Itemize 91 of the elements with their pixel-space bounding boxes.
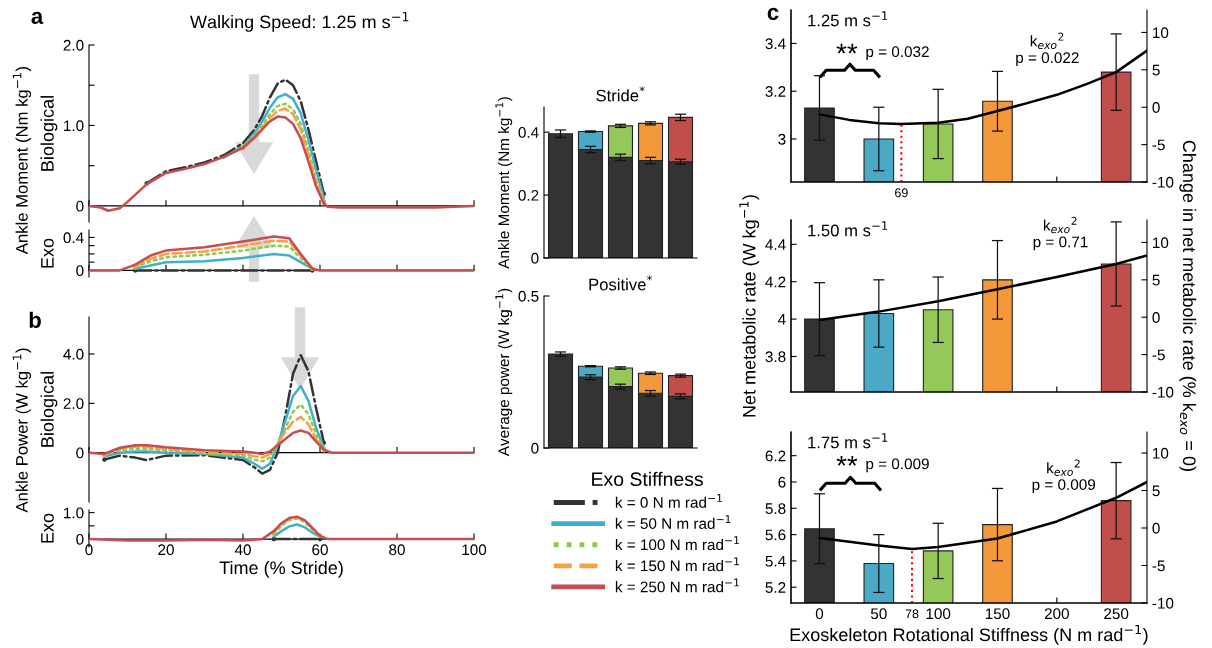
x-tick-label: 40 xyxy=(234,544,251,556)
y-tick-label: 0.4 xyxy=(63,232,84,244)
x-tick-label: 100 xyxy=(462,544,487,556)
y-tick-label: 5.2 xyxy=(765,582,786,593)
y-tick-label: 3.2 xyxy=(765,86,786,97)
y-axis-title: Exo xyxy=(41,238,54,268)
legend-title: Exo Stiffness xyxy=(592,471,703,487)
legend-label: k = 250 N m rad$^{−1}$ xyxy=(615,578,739,593)
y2-tick-label: 5 xyxy=(1152,274,1160,286)
y-tick-label: 3 xyxy=(778,133,786,145)
y2-tick-label: 10 xyxy=(1153,237,1169,249)
annotation: 1.25 m s$^{−1}$ xyxy=(808,11,888,27)
y2-tick-label: -10 xyxy=(1152,386,1174,398)
chart-title: Stride$^{*}$ xyxy=(596,86,645,102)
ref-line-label: 69 xyxy=(895,188,908,198)
y2-tick-label: -5 xyxy=(1152,139,1165,151)
y-tick-label: 3.4 xyxy=(765,38,786,50)
y-tick-label: 5.6 xyxy=(765,529,786,541)
y-tick-label: 0.4 xyxy=(518,127,539,138)
annotation: k$_{exo}$$^{2}$ p = 0.022 xyxy=(1016,32,1079,67)
y-tick-label: 0 xyxy=(76,200,84,212)
legend-label: k = 100 N m rad$^{−1}$ xyxy=(615,536,739,551)
ref-line-label: 78 xyxy=(905,609,919,619)
y-tick-label: 0.5 xyxy=(518,290,539,302)
text: Ankle Moment (Nm kg$^{−1}$) xyxy=(12,66,32,255)
y-tick-label: 4.4 xyxy=(765,239,786,250)
text: c xyxy=(767,7,779,20)
y-tick-label: 0 xyxy=(76,533,84,545)
x-axis-title: Time (% Stride) xyxy=(219,560,343,578)
y2-tick-label: 0 xyxy=(1152,312,1160,323)
y2-tick-label: 10 xyxy=(1153,447,1169,459)
y-tick-label: 0 xyxy=(76,265,84,277)
y-axis-title: Exo xyxy=(41,513,54,543)
annotation: p = 0.032 xyxy=(866,46,929,61)
annotation: k$_{exo}$$^{2}$ p = 0.71 xyxy=(1033,216,1088,251)
x-tick-label: 60 xyxy=(312,544,328,556)
text: b xyxy=(29,311,41,328)
legend-label: k = 0 N m rad$^{−1}$ xyxy=(615,494,722,508)
y-tick-label: 4.2 xyxy=(765,276,786,288)
x-tick-label: 150 xyxy=(985,608,1010,620)
legend-label: k = 150 N m rad$^{−1}$ xyxy=(615,557,739,572)
y-axis-title: Average power (W kg$^{−1}$) xyxy=(495,288,513,457)
x-tick-label: 20 xyxy=(158,544,174,556)
annotation: ** xyxy=(836,455,858,466)
annotation: ** xyxy=(836,43,858,54)
x-tick-label: 250 xyxy=(1104,608,1129,620)
x-tick-label: 200 xyxy=(1044,608,1069,620)
y-tick-label: 0 xyxy=(531,442,539,454)
y2-tick-label: 5 xyxy=(1152,64,1160,76)
annotation: 1.75 m s$^{−1}$ xyxy=(808,433,888,449)
y2-tick-label: -10 xyxy=(1152,176,1174,188)
y2-tick-label: 10 xyxy=(1153,27,1169,39)
y-tick-label: 5.4 xyxy=(765,555,786,567)
y-tick-label: 6.2 xyxy=(765,450,786,462)
x-tick-label: 0 xyxy=(815,608,824,620)
annotation: p = 0.009 xyxy=(866,458,929,473)
x-tick-label: 80 xyxy=(389,544,405,556)
y2-tick-label: -5 xyxy=(1152,349,1165,361)
y-tick-label: 0.2 xyxy=(518,189,539,201)
y-tick-label: 1.0 xyxy=(64,507,84,519)
text: Ankle Power (W kg$^{−1}$) xyxy=(12,348,32,513)
y-axis-title: Net metabolic rate (W kg$^{−1}$) xyxy=(739,195,760,417)
annotation: k$_{exo}$$^{2}$ p = 0.009 xyxy=(1032,459,1096,494)
y2-tick-label: 5 xyxy=(1152,485,1160,497)
text: a xyxy=(31,11,44,24)
y-axis-title: Biological xyxy=(40,96,58,171)
y2-tick-label: -5 xyxy=(1152,560,1165,572)
y-tick-label: 0 xyxy=(76,447,84,459)
y-tick-label: 5.8 xyxy=(765,503,786,514)
y-tick-label: 4.0 xyxy=(63,348,84,360)
y-axis-title: Biological xyxy=(40,372,58,447)
y-tick-label: 0 xyxy=(531,252,539,264)
y-tick-label: 6 xyxy=(778,476,786,488)
annotation: 1.50 m s$^{−1}$ xyxy=(808,221,888,237)
x-tick-label: 50 xyxy=(870,608,887,620)
y2-axis-title: Change in net metabolic rate (% k$_{exo}$ = 0) xyxy=(1179,140,1197,471)
y2-tick-label: 0 xyxy=(1152,522,1160,534)
y-axis-title: Ankle Moment (Nm kg$^{−1}$) xyxy=(495,97,513,269)
chart-title: Positive$^{*}$ xyxy=(589,275,653,291)
y-tick-label: 2.0 xyxy=(63,398,84,410)
x-tick-label: 100 xyxy=(926,608,951,620)
y2-tick-label: -10 xyxy=(1152,597,1174,609)
y-tick-label: 4 xyxy=(777,314,786,325)
legend-label: k = 50 N m rad$^{−1}$ xyxy=(615,515,731,529)
chart-title: Walking Speed: 1.25 m s$^{−1}$ xyxy=(190,11,409,32)
x-tick-label: 0 xyxy=(85,544,93,556)
y-tick-label: 1.0 xyxy=(64,120,84,132)
x-axis-title: Exoskeleton Rotational Stiffness (N m rad$^{−1}$) xyxy=(790,624,1148,645)
y-tick-label: 2.0 xyxy=(63,39,84,51)
y-tick-label: 3.8 xyxy=(765,351,786,363)
y2-tick-label: 0 xyxy=(1152,102,1160,113)
